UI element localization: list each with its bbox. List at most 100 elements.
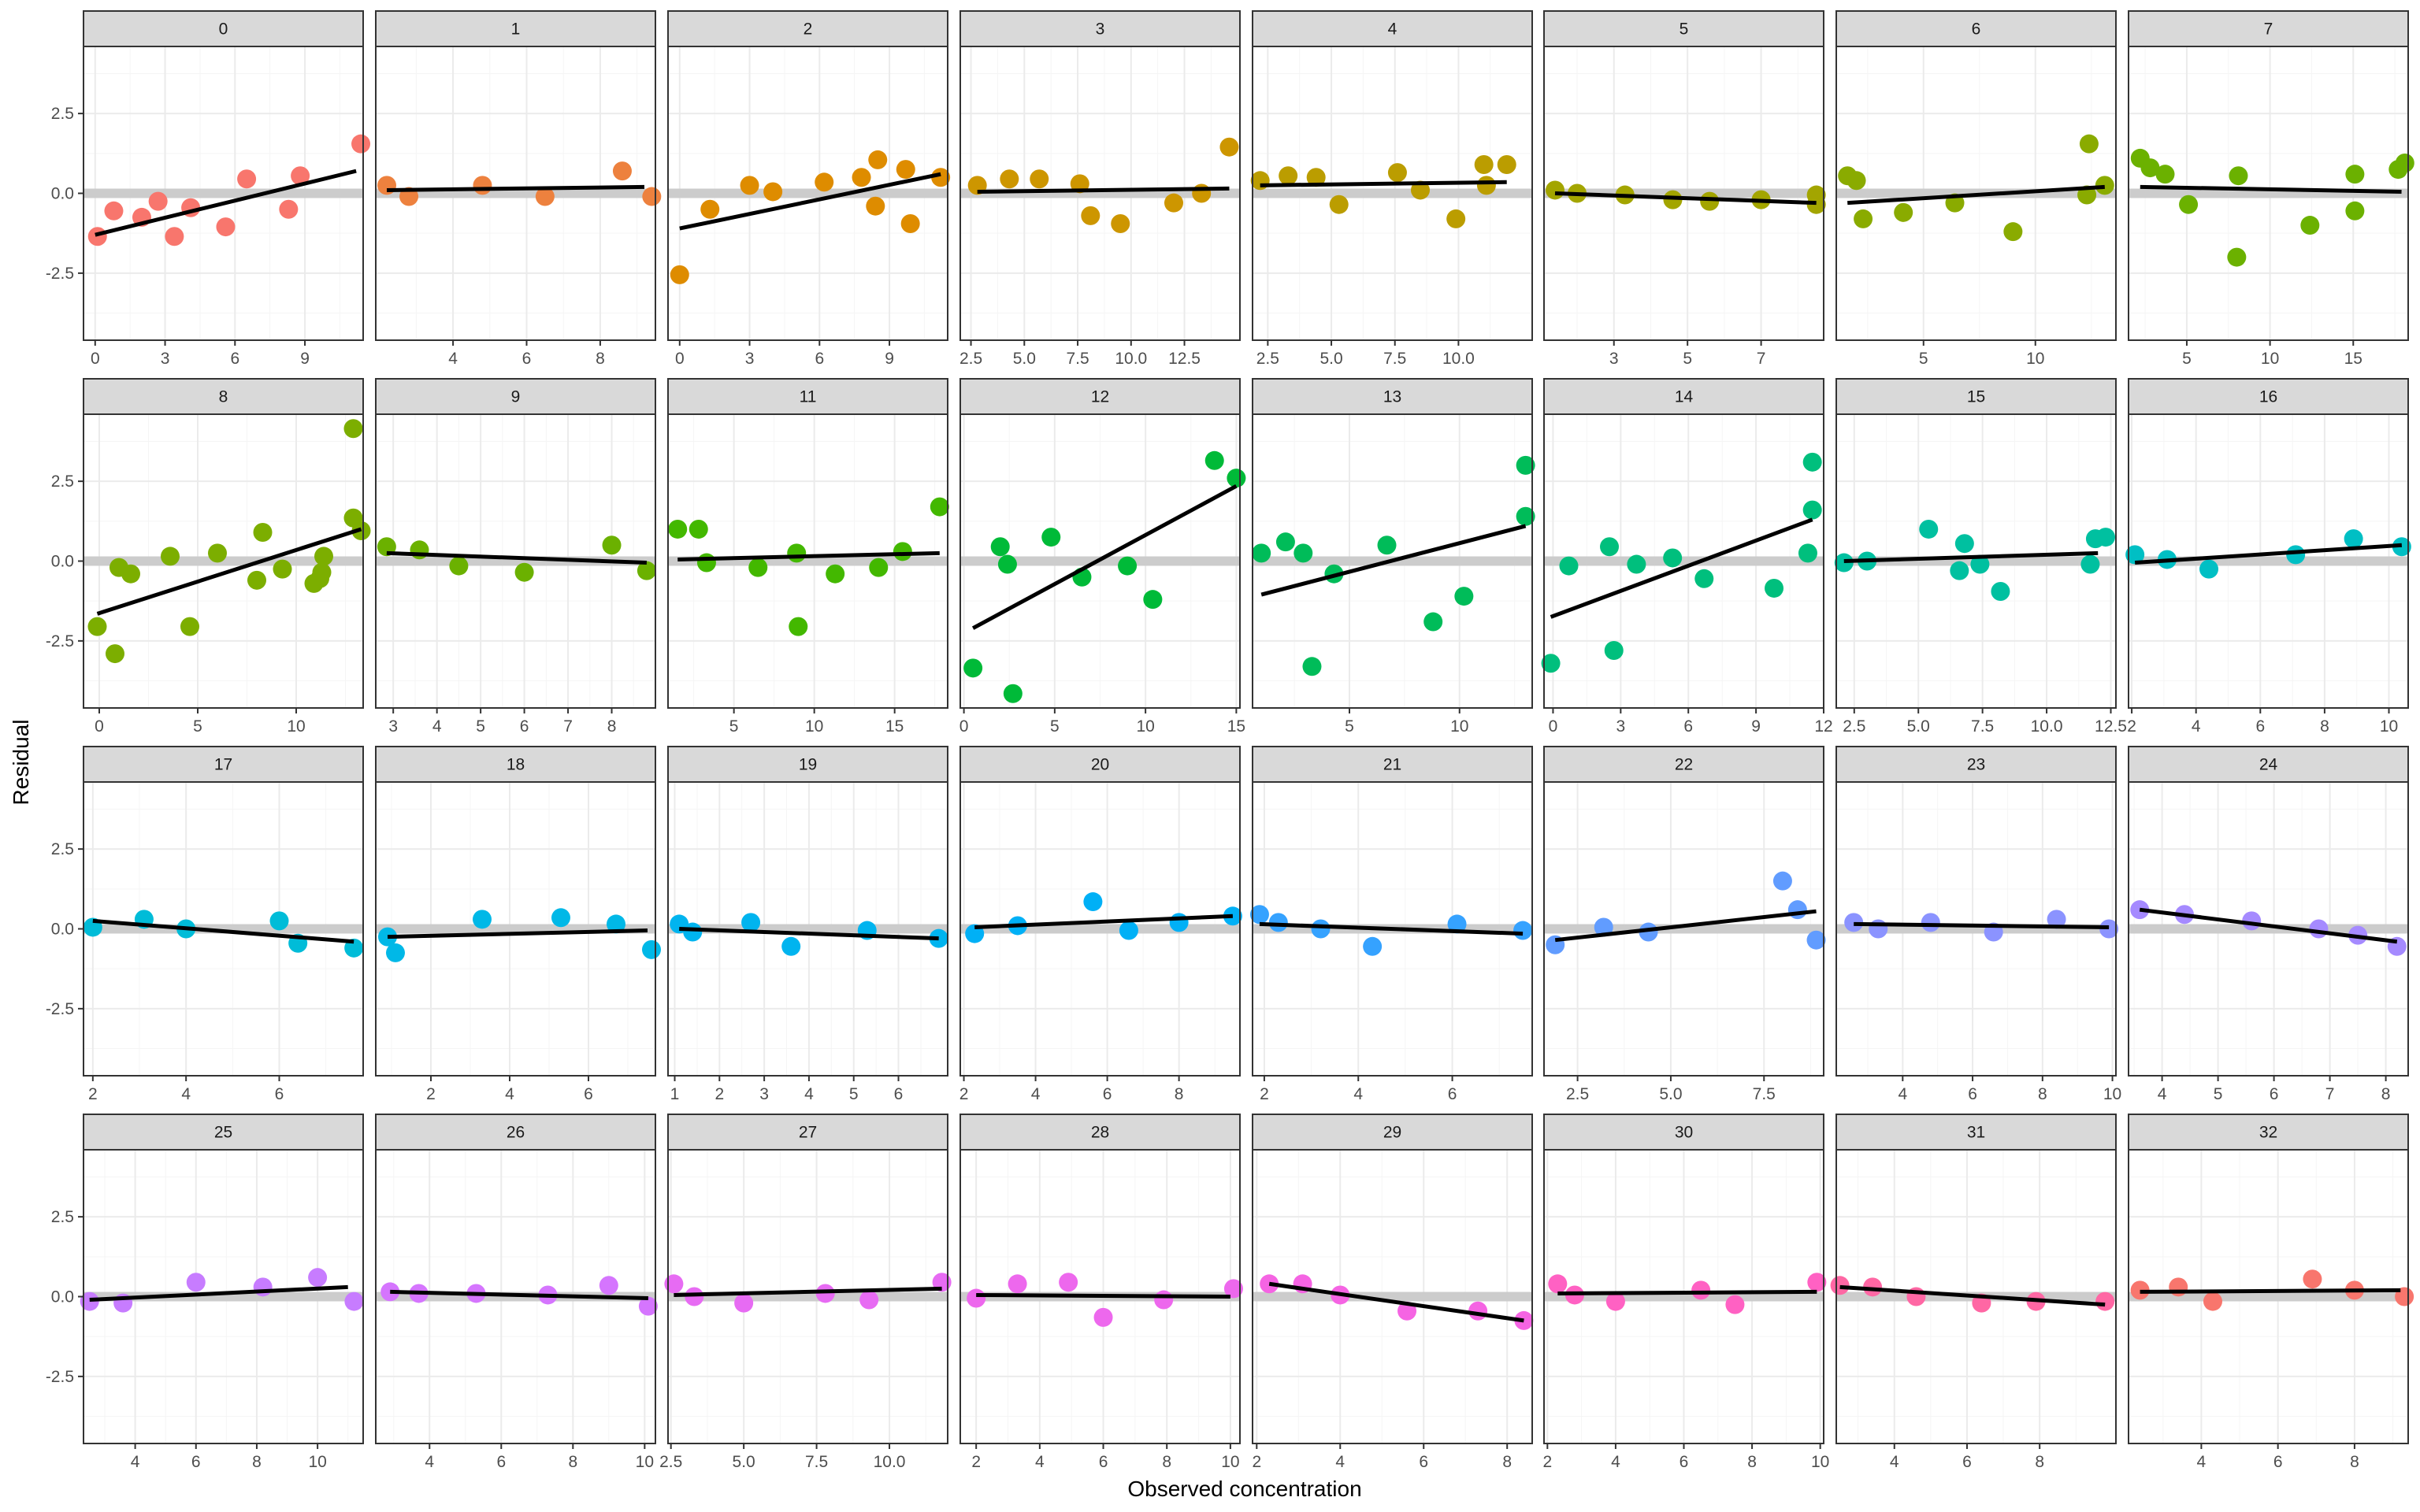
x-tick-label: 12.5 <box>2095 717 2127 736</box>
facet-panel-14: 14 0 3 6 9 12 <box>1541 378 1833 736</box>
x-tick-label: 10.0 <box>1442 350 1475 368</box>
data-point <box>2095 1292 2115 1311</box>
data-point <box>748 558 768 577</box>
x-tick-label: 6 <box>1448 1085 1457 1103</box>
data-point <box>2344 529 2363 549</box>
data-point <box>1093 1307 1113 1327</box>
data-point <box>1377 536 1397 555</box>
facet-strip <box>1835 1114 2117 1151</box>
x-tick-label: 5 <box>1683 350 1692 368</box>
facet-panel-7: 7 5 10 15 <box>2128 10 2414 368</box>
fit-line <box>976 1292 1230 1299</box>
data-point <box>1594 917 1613 937</box>
facet-strip-label: 30 <box>1675 1124 1693 1142</box>
data-point <box>410 540 429 560</box>
data-point <box>106 644 124 664</box>
facet-strip <box>1252 10 1533 47</box>
x-tick-label: 10.0 <box>2031 717 2063 736</box>
facet-panel-21: 21 2 4 6 <box>1249 746 1533 1103</box>
x-tick-label: 8 <box>1162 1453 1171 1471</box>
fit-line <box>386 550 647 565</box>
x-tick-label: 2 <box>714 1085 724 1103</box>
panel-border <box>1252 1149 1533 1444</box>
x-tick-label: 4 <box>1031 1085 1041 1103</box>
data-point <box>2345 201 2365 220</box>
fit-line <box>2140 184 2402 194</box>
data-point <box>253 523 273 543</box>
x-tick-label: 5 <box>2214 1085 2223 1103</box>
data-point <box>1787 900 1807 920</box>
data-point <box>1663 548 1683 568</box>
data-point <box>1154 1290 1174 1310</box>
data-point <box>1806 930 1826 950</box>
data-point <box>1223 1279 1243 1299</box>
x-tick-label: 12 <box>1814 717 1832 736</box>
panel-border <box>1252 46 1533 341</box>
facet-strip-label: 19 <box>799 756 817 774</box>
x-tick-label: 8 <box>252 1453 262 1471</box>
x-tick-label: 10.0 <box>1115 350 1147 368</box>
data-point <box>1802 452 1822 472</box>
x-tick-label: 10 <box>1450 717 1468 736</box>
x-tick-label: 2 <box>1260 1085 1269 1103</box>
x-tick-label: 2 <box>88 1085 98 1103</box>
y-tick-label: -2.5 <box>46 1368 74 1386</box>
x-axis-title: Observed concentration <box>1127 1477 1361 1501</box>
y-tick-label: 2.5 <box>51 1208 74 1226</box>
data-point <box>104 201 124 220</box>
data-point <box>1863 1277 1883 1297</box>
x-tick-label: 4 <box>131 1453 140 1471</box>
facet-strip <box>2128 1114 2409 1151</box>
x-tick-label: 7.5 <box>805 1453 828 1471</box>
x-tick-label: 7.5 <box>1753 1085 1776 1103</box>
data-point <box>1844 913 1864 932</box>
data-point <box>473 176 492 195</box>
x-tick-label: 9 <box>300 350 310 368</box>
data-point <box>787 543 807 563</box>
x-tick-label: 5.0 <box>1013 350 1036 368</box>
data-point <box>1894 202 1913 222</box>
x-tick-label: 4 <box>425 1453 434 1471</box>
fit-line <box>1550 517 1813 619</box>
data-point <box>1806 195 1826 214</box>
facet-strip-label: 22 <box>1675 756 1693 774</box>
fit-line <box>974 914 1234 929</box>
x-tick-label: 10 <box>1221 1453 1239 1471</box>
fit-line <box>679 172 941 231</box>
data-point <box>1081 206 1101 225</box>
fit-line <box>1839 1284 2106 1307</box>
x-tick-label: 4 <box>2158 1085 2167 1103</box>
data-point <box>1663 190 1683 209</box>
facet-strip-label: 12 <box>1091 388 1109 406</box>
facet-strip <box>667 1114 948 1151</box>
data-point <box>1059 1273 1078 1292</box>
data-point <box>1516 455 1535 475</box>
x-tick-label: 10 <box>1811 1453 1829 1471</box>
x-tick-label: 6 <box>1099 1453 1108 1471</box>
x-tick-label: 5 <box>476 717 485 736</box>
data-point <box>1192 183 1212 203</box>
x-tick-label: 10.0 <box>874 1453 906 1471</box>
data-point <box>2303 1269 2322 1289</box>
facet-panel-17: 17 2 4 6 -2.5 0.0 2.5 <box>46 746 364 1103</box>
data-point <box>1605 1292 1625 1311</box>
x-tick-label: 5.0 <box>1907 717 1930 736</box>
data-point <box>279 199 299 219</box>
x-tick-label: 6 <box>815 350 824 368</box>
data-point <box>1548 1274 1568 1294</box>
facet-strip-label: 29 <box>1383 1124 1401 1142</box>
data-point <box>781 936 801 956</box>
x-tick-label: 4 <box>505 1085 514 1103</box>
panel-border <box>375 413 656 709</box>
facet-panel-28: 28 2 4 6 8 10 <box>959 1114 1243 1471</box>
fit-line <box>1854 921 2110 929</box>
x-tick-label: 9 <box>885 350 894 368</box>
data-point <box>763 182 783 202</box>
facet-strip-label: 31 <box>1967 1124 1985 1142</box>
y-tick-label: 2.5 <box>51 840 74 858</box>
fit-line <box>1260 180 1507 187</box>
data-point <box>896 160 915 180</box>
facet-strip-label: 26 <box>507 1124 525 1142</box>
facet-strip-label: 13 <box>1383 388 1401 406</box>
